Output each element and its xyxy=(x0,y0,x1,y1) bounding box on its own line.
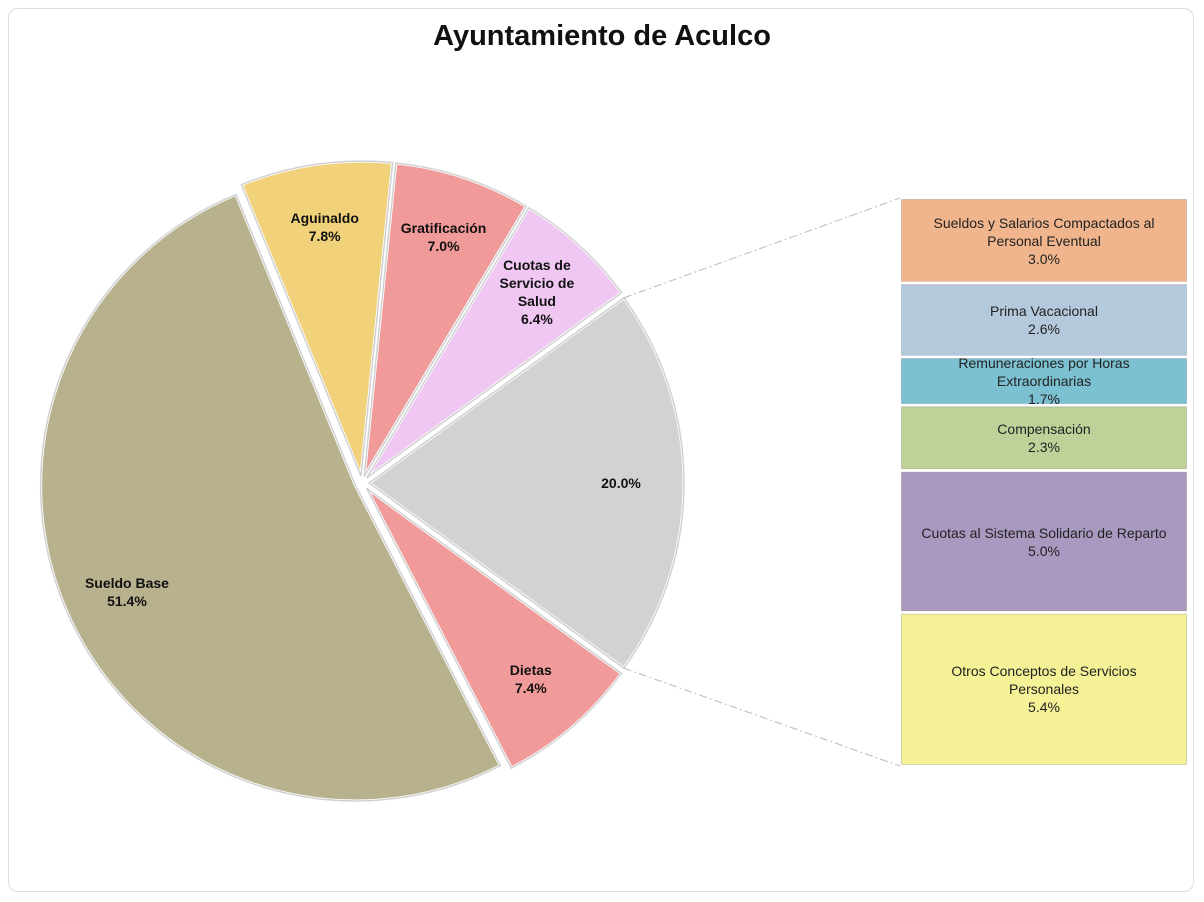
slice-label: Cuotas de Servicio de Salud 6.4% xyxy=(491,256,583,328)
slice-value: 51.4% xyxy=(107,592,147,609)
connector xyxy=(623,197,901,299)
pie-slice xyxy=(365,205,624,480)
bar-value: 3.0% xyxy=(1028,250,1060,267)
bar-name: Cuotas al Sistema Solidario de Reparto xyxy=(921,524,1167,541)
slice-value: 7.4% xyxy=(514,680,547,697)
pie-slice xyxy=(39,192,503,803)
bar-name: Compensación xyxy=(997,420,1091,437)
slice-label: 20.0% xyxy=(601,474,641,492)
slice-edge xyxy=(365,487,623,770)
pie-slice xyxy=(362,161,529,478)
slice-value: 20.0% xyxy=(601,475,641,491)
slice-edge xyxy=(363,162,528,477)
slice-edge xyxy=(367,296,685,670)
bar-label: Prima Vacacional 2.6% xyxy=(919,302,1169,338)
bar-label: Remuneraciones por Horas Extraordinarias… xyxy=(919,354,1169,408)
frame xyxy=(8,8,1194,892)
bar-edge xyxy=(901,358,1187,405)
slice-edge xyxy=(366,206,623,479)
bar-label: Cuotas al Sistema Solidario de Reparto 5.… xyxy=(919,524,1169,560)
slice-label: Sueldo Base 51.4% xyxy=(85,574,169,610)
bar-value: 2.3% xyxy=(1028,438,1060,455)
slice-name: Sueldo Base xyxy=(84,574,169,591)
pie-slice xyxy=(239,159,395,477)
pie-slice xyxy=(366,295,686,671)
bar-value: 2.6% xyxy=(1028,321,1060,338)
bar-name: Otros Conceptos de Servicios Personales xyxy=(951,663,1137,698)
bar-name: Sueldos y Salarios Compactados al Person… xyxy=(933,214,1155,249)
bar-name: Prima Vacacional xyxy=(990,303,1098,320)
slice-value: 6.4% xyxy=(520,310,553,327)
chart-title: Ayuntamiento de Aculco xyxy=(433,20,771,52)
bar-value: 1.7% xyxy=(1028,391,1060,408)
slice-label: Dietas 7.4% xyxy=(510,661,552,697)
slice-edge xyxy=(240,160,394,477)
bar-value: 5.4% xyxy=(1028,699,1060,716)
bar-label: Sueldos y Salarios Compactados al Person… xyxy=(919,214,1169,268)
breakdown-bar xyxy=(898,196,1190,285)
bar-name: Remuneraciones por Horas Extraordinarias xyxy=(958,355,1130,390)
bar-label: Otros Conceptos de Servicios Personales 5… xyxy=(919,662,1169,716)
connector xyxy=(623,667,901,767)
bar-edge xyxy=(901,613,1187,766)
slice-name: Cuotas de Servicio de Salud xyxy=(499,256,575,309)
slice-edge xyxy=(39,193,502,802)
slice-name: Dietas xyxy=(509,662,552,679)
breakdown-bar xyxy=(898,281,1190,359)
pie-slice xyxy=(365,487,624,771)
slice-label: Gratificación 7.0% xyxy=(401,219,487,255)
slice-name: Aguinaldo xyxy=(290,209,359,226)
slice-value: 7.0% xyxy=(427,238,460,255)
slice-label: Aguinaldo 7.8% xyxy=(290,209,358,245)
breakdown-bar xyxy=(898,611,1190,768)
bar-value: 5.0% xyxy=(1028,542,1060,559)
slice-name: Gratificación xyxy=(400,220,487,237)
bar-label: Compensación 2.3% xyxy=(919,420,1169,456)
slice-value: 7.8% xyxy=(308,227,341,244)
breakdown-bar xyxy=(898,469,1190,615)
